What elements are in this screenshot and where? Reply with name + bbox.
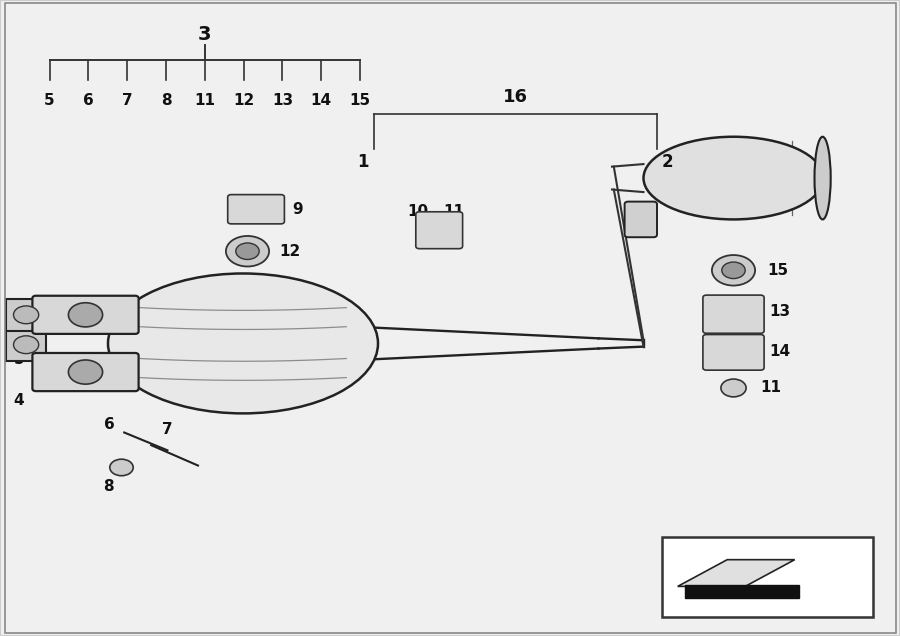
Text: 00141352: 00141352: [735, 597, 799, 609]
FancyBboxPatch shape: [6, 299, 46, 331]
FancyBboxPatch shape: [416, 212, 463, 249]
Text: 13: 13: [272, 93, 292, 109]
Polygon shape: [685, 585, 799, 598]
Circle shape: [236, 243, 259, 259]
Text: 15: 15: [349, 93, 371, 109]
Circle shape: [14, 336, 39, 354]
Text: 1: 1: [357, 153, 368, 171]
FancyBboxPatch shape: [32, 353, 139, 391]
Text: 2: 2: [662, 153, 673, 171]
Text: 3: 3: [198, 25, 212, 45]
Text: 5: 5: [14, 352, 24, 367]
Text: 12: 12: [233, 93, 254, 109]
FancyBboxPatch shape: [6, 329, 46, 361]
Circle shape: [68, 303, 103, 327]
Text: 16: 16: [503, 88, 527, 106]
Text: 14: 14: [310, 93, 332, 109]
Text: 14: 14: [770, 343, 790, 359]
Text: 7: 7: [162, 422, 173, 438]
Text: 11: 11: [444, 204, 464, 219]
Circle shape: [712, 255, 755, 286]
Circle shape: [14, 306, 39, 324]
Text: 8: 8: [104, 479, 114, 494]
Text: 8: 8: [160, 93, 171, 109]
Ellipse shape: [644, 137, 824, 219]
Text: 10: 10: [408, 204, 428, 219]
Text: 13: 13: [770, 304, 790, 319]
Ellipse shape: [814, 137, 831, 219]
Text: 9: 9: [292, 202, 303, 218]
Ellipse shape: [108, 273, 378, 413]
Text: 11: 11: [194, 93, 215, 109]
FancyBboxPatch shape: [228, 195, 284, 224]
Text: 12: 12: [279, 244, 301, 259]
Circle shape: [721, 379, 746, 397]
FancyBboxPatch shape: [625, 202, 657, 237]
Text: 15: 15: [768, 263, 788, 278]
Text: 6: 6: [104, 417, 115, 432]
Circle shape: [226, 236, 269, 266]
Text: 7: 7: [122, 93, 132, 109]
Text: 6: 6: [83, 93, 94, 109]
Circle shape: [722, 262, 745, 279]
Text: 11: 11: [760, 380, 781, 396]
FancyBboxPatch shape: [703, 335, 764, 370]
Polygon shape: [678, 560, 795, 586]
Circle shape: [68, 360, 103, 384]
Circle shape: [110, 459, 133, 476]
FancyBboxPatch shape: [32, 296, 139, 334]
Bar: [662, 537, 873, 617]
Text: 4: 4: [14, 393, 24, 408]
Text: 5: 5: [44, 93, 55, 109]
FancyBboxPatch shape: [703, 295, 764, 333]
